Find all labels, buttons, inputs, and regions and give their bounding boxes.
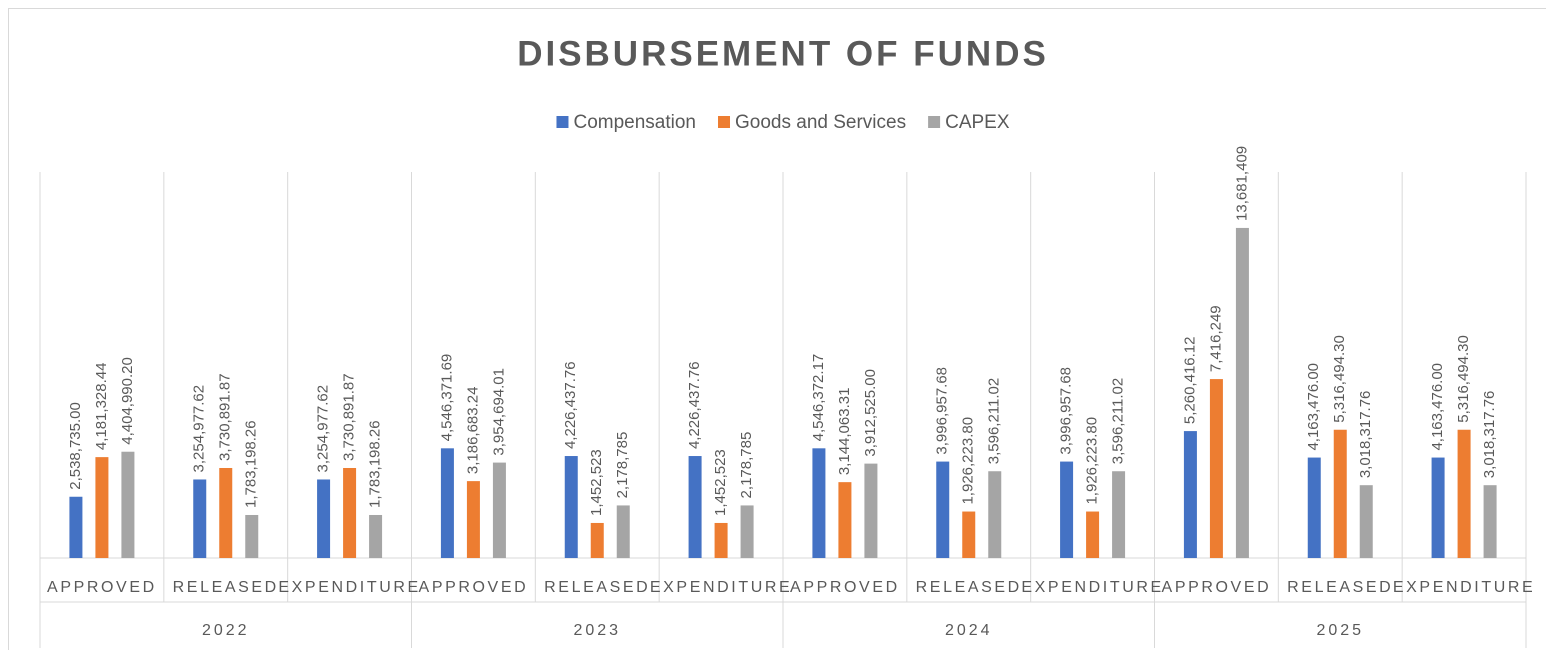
bar bbox=[740, 505, 754, 558]
legend-label: Compensation bbox=[573, 112, 696, 133]
bar bbox=[466, 481, 480, 558]
data-label: 3,912,525.00 bbox=[862, 369, 879, 457]
x-tick-label: RELEASED bbox=[1287, 579, 1393, 596]
x-tick-label: EXPENDITURE bbox=[278, 579, 420, 596]
bar bbox=[962, 511, 976, 558]
bar bbox=[988, 471, 1002, 558]
bar bbox=[1457, 429, 1471, 558]
data-label: 3,996,957.68 bbox=[1058, 367, 1075, 455]
data-label: 3,254,977.62 bbox=[315, 385, 332, 473]
data-label: 3,018,317.76 bbox=[1357, 391, 1374, 479]
x-tick-label: EXPENDITURE bbox=[650, 579, 792, 596]
data-label: 2,178,785 bbox=[738, 432, 755, 499]
x-tick-label: RELEASED bbox=[544, 579, 650, 596]
data-label: 3,018,317.76 bbox=[1481, 391, 1498, 479]
data-label: 3,730,891.87 bbox=[341, 373, 358, 461]
bar bbox=[1183, 431, 1197, 558]
bar bbox=[492, 462, 506, 558]
bar bbox=[838, 482, 852, 558]
data-label: 3,596,211.02 bbox=[986, 378, 1003, 464]
bar bbox=[69, 496, 83, 558]
x-group-label: 2023 bbox=[573, 622, 621, 639]
bar bbox=[812, 448, 826, 558]
data-label: 3,596,211.02 bbox=[1110, 378, 1127, 464]
data-label: 13,681,409 bbox=[1233, 146, 1250, 221]
bar bbox=[219, 467, 233, 558]
data-label: 4,546,371.69 bbox=[438, 354, 455, 442]
bar bbox=[688, 456, 702, 558]
data-label: 5,260,416.12 bbox=[1181, 336, 1198, 424]
data-label: 4,226,437.76 bbox=[562, 361, 579, 449]
legend-swatch bbox=[928, 116, 941, 128]
x-tick-label: RELEASED bbox=[173, 579, 279, 596]
data-label: 4,163,476.00 bbox=[1429, 363, 1446, 451]
data-label: 4,404,990.20 bbox=[119, 357, 136, 445]
bar bbox=[1235, 227, 1249, 558]
x-group-label: 2022 bbox=[202, 622, 250, 639]
data-label: 1,452,523 bbox=[588, 449, 605, 516]
data-label: 3,254,977.62 bbox=[191, 385, 208, 473]
bar bbox=[936, 461, 950, 558]
data-label: 3,186,683.24 bbox=[464, 387, 481, 475]
bar bbox=[1307, 457, 1321, 558]
data-label: 2,178,785 bbox=[614, 432, 631, 499]
data-label: 1,926,223.80 bbox=[1084, 417, 1101, 505]
bar bbox=[1431, 457, 1445, 558]
bar bbox=[616, 505, 630, 558]
bar bbox=[1359, 485, 1373, 558]
bar bbox=[440, 448, 454, 558]
bar bbox=[245, 514, 259, 558]
data-label: 3,730,891.87 bbox=[217, 373, 234, 461]
bar bbox=[714, 522, 728, 558]
bar bbox=[1086, 511, 1100, 558]
x-tick-label: APPROVED bbox=[419, 579, 529, 596]
legend-label: Goods and Services bbox=[735, 112, 906, 133]
bar bbox=[317, 479, 331, 558]
data-label: 3,996,957.68 bbox=[934, 367, 951, 455]
bar bbox=[1333, 429, 1347, 558]
x-tick-label: APPROVED bbox=[47, 579, 157, 596]
x-tick-label: EXPENDITURE bbox=[1393, 579, 1535, 596]
data-label: 1,783,198.26 bbox=[243, 420, 260, 508]
bar bbox=[193, 479, 207, 558]
legend-swatch bbox=[718, 116, 731, 128]
bar bbox=[121, 451, 135, 558]
x-tick-label: APPROVED bbox=[790, 579, 900, 596]
data-label: 4,226,437.76 bbox=[686, 361, 703, 449]
bar bbox=[564, 456, 578, 558]
data-label: 7,416,249 bbox=[1207, 305, 1224, 372]
data-label: 4,163,476.00 bbox=[1305, 363, 1322, 451]
chart-title: DISBURSEMENT OF FUNDS bbox=[517, 34, 1049, 73]
bar bbox=[343, 467, 357, 558]
legend-swatch bbox=[556, 116, 569, 128]
data-label: 4,546,372.17 bbox=[810, 354, 827, 442]
data-label: 5,316,494.30 bbox=[1331, 335, 1348, 423]
x-tick-label: RELEASED bbox=[916, 579, 1022, 596]
bar bbox=[590, 522, 604, 558]
x-tick-label: APPROVED bbox=[1162, 579, 1272, 596]
data-label: 5,316,494.30 bbox=[1455, 335, 1472, 423]
bar bbox=[1112, 471, 1126, 558]
data-label: 1,452,523 bbox=[712, 449, 729, 516]
x-tick-label: EXPENDITURE bbox=[1021, 579, 1163, 596]
x-group-label: 2024 bbox=[945, 622, 993, 639]
bar bbox=[1483, 485, 1497, 558]
x-group-label: 2025 bbox=[1316, 622, 1364, 639]
data-label: 2,538,735.00 bbox=[67, 402, 84, 490]
data-label: 3,954,694.01 bbox=[490, 368, 507, 456]
data-label: 3,144,063.31 bbox=[836, 388, 853, 476]
bar bbox=[1060, 461, 1074, 558]
bar bbox=[864, 463, 878, 558]
bar bbox=[369, 514, 383, 558]
chart-border bbox=[8, 8, 1546, 650]
data-label: 1,783,198.26 bbox=[367, 420, 384, 508]
data-label: 1,926,223.80 bbox=[960, 417, 977, 505]
data-label: 4,181,328.44 bbox=[93, 363, 110, 451]
legend-label: CAPEX bbox=[945, 112, 1010, 133]
bar bbox=[1209, 379, 1223, 558]
bar bbox=[95, 457, 109, 558]
